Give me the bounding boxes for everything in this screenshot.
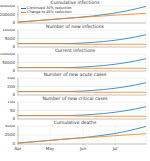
- html-text:Change to 45% reduction: Change to 45% reduction: [27, 10, 72, 14]
- html-text:Cumulative deaths: Cumulative deaths: [53, 120, 97, 125]
- svg-text:Jul: Jul: [112, 146, 118, 151]
- html-text:Number of new infections: Number of new infections: [46, 24, 104, 29]
- svg-text:2000: 2000: [8, 132, 15, 137]
- svg-text:0: 0: [12, 44, 15, 48]
- svg-text:0: 0: [12, 141, 15, 146]
- svg-text:0: 0: [12, 116, 15, 120]
- svg-text:0: 0: [12, 92, 15, 96]
- svg-text:10000: 10000: [8, 29, 15, 32]
- svg-text:400: 400: [8, 77, 15, 80]
- svg-text:100000: 100000: [8, 53, 15, 56]
- svg-text:0: 0: [12, 68, 15, 72]
- html-text:Cumulative infections: Cumulative infections: [50, 0, 100, 5]
- svg-text:4000: 4000: [8, 125, 15, 128]
- svg-text:50: 50: [10, 108, 16, 113]
- svg-text:5000: 5000: [8, 36, 15, 41]
- svg-text:May: May: [46, 146, 55, 151]
- html-text:Current infections: Current infections: [54, 48, 96, 53]
- html-text:Number of new acute cases: Number of new acute cases: [43, 72, 107, 77]
- svg-text:0: 0: [12, 20, 15, 24]
- svg-text:100: 100: [8, 101, 15, 104]
- svg-text:50000: 50000: [8, 60, 15, 65]
- html-text:Continued 30% reduction: Continued 30% reduction: [27, 6, 72, 10]
- html-text:Number of new critical cases: Number of new critical cases: [42, 96, 108, 101]
- svg-text:400000: 400000: [8, 5, 15, 8]
- svg-text:Apr: Apr: [15, 146, 22, 151]
- svg-text:200: 200: [8, 84, 15, 89]
- svg-text:200000: 200000: [8, 12, 15, 17]
- svg-text:Jun: Jun: [79, 146, 87, 151]
